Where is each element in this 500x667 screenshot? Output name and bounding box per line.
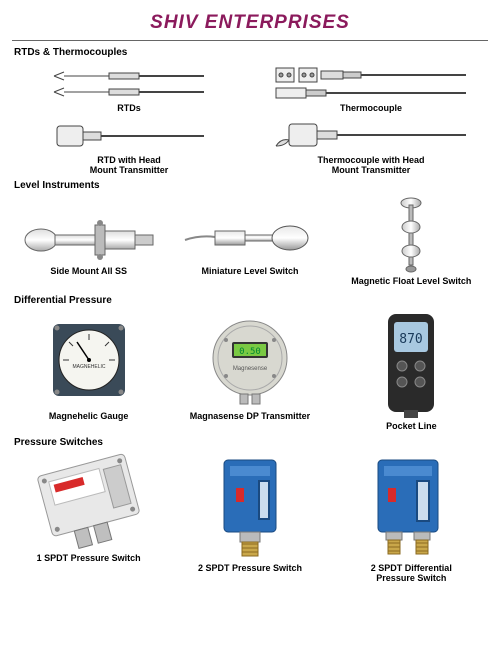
magnesense-reading: 0.50 (239, 347, 261, 357)
miniature-illustration (180, 195, 320, 265)
magnesense-illustration: 0.50 Magnesense (200, 310, 300, 410)
caption-magnehelic: Magnehelic Gauge (49, 412, 129, 422)
cell-thermocouple: Thermocouple (254, 62, 488, 114)
caption-2spdt: 2 SPDT Pressure Switch (198, 564, 302, 574)
1spdt-illustration (24, 452, 154, 552)
caption-rtds: RTDs (117, 104, 141, 114)
sidemount-illustration (19, 195, 159, 265)
magfloat-illustration (371, 195, 451, 275)
cell-magfloat: Magnetic Float Level Switch (335, 195, 488, 287)
cell-tc-head: Thermocouple with Head Mount Transmitter (254, 118, 488, 176)
rtd-row-1: RTDs Thermocouple (12, 62, 488, 114)
caption-sidemount: Side Mount All SS (50, 267, 127, 277)
dp-row: MAGNEHELIC Magnehelic Gauge 0.50 Magnese… (12, 310, 488, 432)
cell-magnesense: 0.50 Magnesense Magnasense DP Transmitte… (173, 310, 326, 432)
svg-text:Magnesense: Magnesense (233, 366, 268, 372)
caption-rtd-head: RTD with Head Mount Transmitter (90, 156, 169, 176)
caption-magnesense: Magnasense DP Transmitter (190, 412, 310, 422)
ps-row: 1 SPDT Pressure Switch 2 SPDT Pressure S… (12, 452, 488, 584)
caption-tc-head: Thermocouple with Head Mount Transmitter (317, 156, 424, 176)
2spdt-diff-illustration (356, 452, 466, 562)
caption-thermocouple: Thermocouple (340, 104, 402, 114)
section-header-rtd: RTDs & Thermocouples (14, 47, 488, 58)
tc-head-illustration (271, 118, 471, 154)
cell-sidemount: Side Mount All SS (12, 195, 165, 287)
rtds-illustration (49, 62, 209, 102)
section-header-dp: Differential Pressure (14, 295, 488, 306)
caption-2spdt-diff: 2 SPDT Differential Pressure Switch (371, 564, 452, 584)
cell-magnehelic: MAGNEHELIC Magnehelic Gauge (12, 310, 165, 432)
cell-rtds: RTDs (12, 62, 246, 114)
svg-text:MAGNEHELIC: MAGNEHELIC (72, 364, 105, 370)
title-text: SHIV ENTERPRISES (150, 12, 350, 33)
caption-magfloat: Magnetic Float Level Switch (351, 277, 471, 287)
thermocouple-illustration (271, 62, 471, 102)
2spdt-illustration (200, 452, 300, 562)
cell-miniature: Miniature Level Switch (173, 195, 326, 287)
cell-rtd-head: RTD with Head Mount Transmitter (12, 118, 246, 176)
page-title: SHIV ENTERPRISES (12, 8, 488, 41)
cell-pocket: 870 Pocket Line (335, 310, 488, 432)
section-header-ps: Pressure Switches (14, 437, 488, 448)
cell-1spdt: 1 SPDT Pressure Switch (12, 452, 165, 584)
cell-2spdt: 2 SPDT Pressure Switch (173, 452, 326, 584)
magnehelic-illustration: MAGNEHELIC (39, 310, 139, 410)
rtd-head-illustration (49, 118, 209, 154)
section-header-level: Level Instruments (14, 180, 488, 191)
caption-miniature: Miniature Level Switch (201, 267, 298, 277)
caption-1spdt: 1 SPDT Pressure Switch (37, 554, 141, 564)
pocket-reading: 870 (400, 332, 423, 347)
pocket-illustration: 870 (376, 310, 446, 420)
level-row: Side Mount All SS Miniature Level Switch (12, 195, 488, 287)
cell-2spdt-diff: 2 SPDT Differential Pressure Switch (335, 452, 488, 584)
caption-pocket: Pocket Line (386, 422, 437, 432)
rtd-row-2: RTD with Head Mount Transmitter Thermoco… (12, 118, 488, 176)
